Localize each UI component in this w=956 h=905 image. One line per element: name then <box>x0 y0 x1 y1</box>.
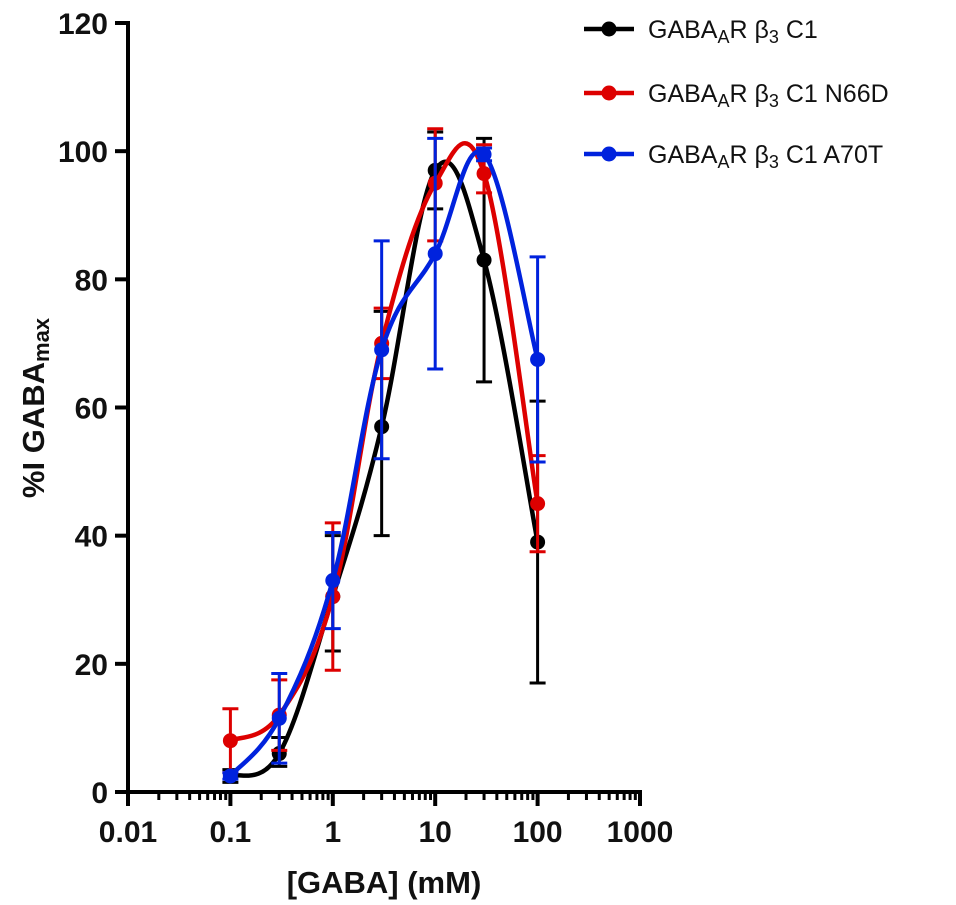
data-point <box>476 146 492 162</box>
legend-item-1: GABAAR β3 C1 <box>584 16 818 47</box>
y-tick-label: 80 <box>75 264 108 297</box>
data-point <box>530 351 546 367</box>
series-curve <box>228 141 540 743</box>
series-3 <box>222 136 546 784</box>
series-2 <box>222 127 546 775</box>
y-axis-title-main: %I GABA <box>16 362 51 498</box>
legend-swatch-marker <box>601 146 617 162</box>
y-tick-label: 100 <box>58 136 108 169</box>
x-tick-label: 0.1 <box>210 816 252 849</box>
legend-item-2: GABAAR β3 C1 N66D <box>584 80 889 111</box>
x-tick-label: 0.01 <box>99 816 157 849</box>
legend-item-3: GABAAR β3 C1 A70T <box>584 141 883 172</box>
data-point <box>222 768 238 784</box>
data-point <box>530 496 546 512</box>
x-tick-label: 10 <box>419 816 452 849</box>
x-tick-label: 1000 <box>607 816 674 849</box>
y-tick-label: 40 <box>75 521 108 554</box>
legend: GABAAR β3 C1 GABAAR β3 C1 N66D GABAAR β3 C… <box>584 16 889 172</box>
y-axis-title: %I GABAmax <box>16 317 54 498</box>
data-point <box>476 166 492 182</box>
x-tick-label: 100 <box>513 816 563 849</box>
y-tick-label: 20 <box>75 649 108 682</box>
legend-label: GABAAR β3 C1 N66D <box>648 80 889 111</box>
data-point <box>325 573 341 589</box>
axes: 0 20 40 60 80 100 120 0.01 0.1 1 10 100 1000 <box>58 8 673 849</box>
y-tick-label: 120 <box>58 8 108 41</box>
legend-swatch-marker <box>601 85 617 101</box>
data-point <box>427 246 443 262</box>
legend-label: GABAAR β3 C1 <box>648 16 818 47</box>
y-axis-title-subscript: max <box>29 317 54 362</box>
y-tick-label: 0 <box>91 777 108 810</box>
series-curve <box>228 159 540 779</box>
x-axis-title: [GABA] (mM) <box>287 865 482 900</box>
y-tick-label: 60 <box>75 393 108 426</box>
x-tick-label: 1 <box>324 816 341 849</box>
legend-label: GABAAR β3 C1 A70T <box>648 141 883 172</box>
data-point <box>271 710 287 726</box>
data-point <box>222 733 238 749</box>
data-point <box>476 252 492 268</box>
data-point <box>374 342 390 358</box>
series-curve <box>228 149 540 779</box>
legend-swatch-marker <box>601 21 617 37</box>
plot-area <box>222 127 546 784</box>
